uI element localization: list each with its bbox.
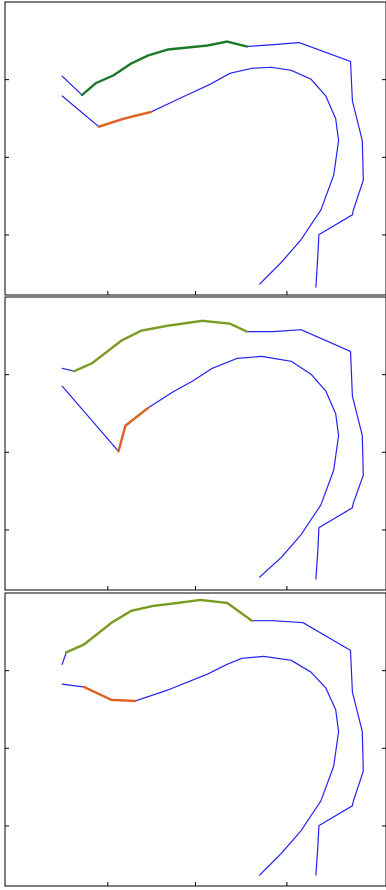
series-line-4 [97,110,153,128]
series-line-3 [80,40,249,97]
panel-1 [4,1,386,296]
series-line-2 [61,655,340,876]
panel-3 [4,592,386,887]
panel-2 [4,296,386,591]
panel-frame [4,592,386,887]
series-line-4 [82,685,137,703]
series-line-3 [64,598,254,654]
series-line-3 [72,319,249,373]
series-line-4 [117,406,150,453]
panel-frame [4,296,386,591]
